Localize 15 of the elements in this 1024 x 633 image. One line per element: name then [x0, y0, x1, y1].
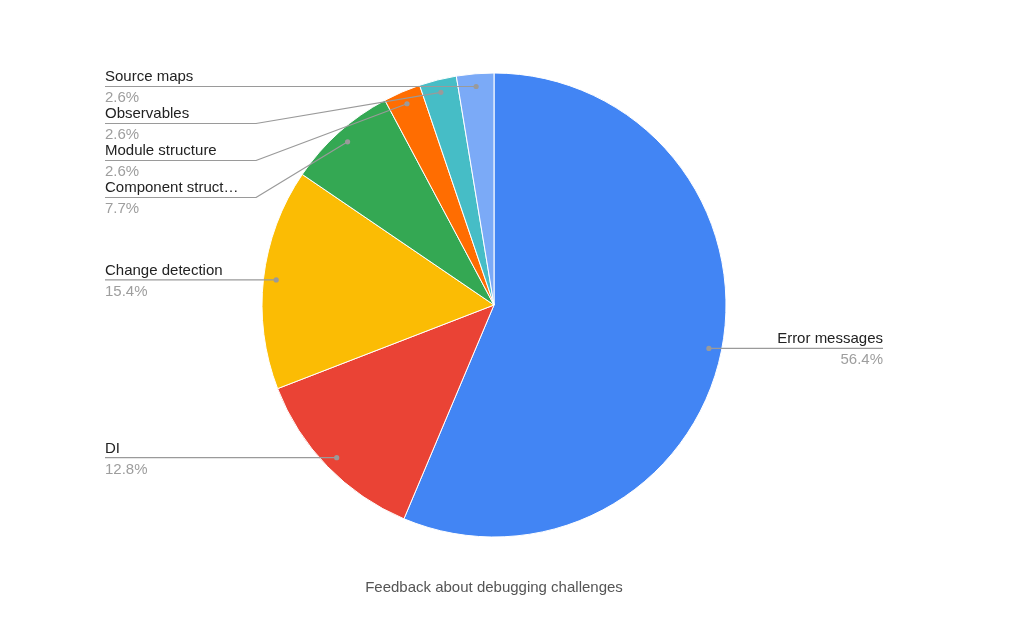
- slice-label: Source maps: [105, 67, 194, 85]
- data-label: 2.6%: [105, 162, 140, 180]
- slice-label: Observables: [105, 104, 190, 122]
- slice-label: Error messages: [777, 329, 883, 347]
- slice-label: Change detection: [105, 260, 223, 278]
- data-label: 15.4%: [105, 281, 148, 299]
- data-label: 2.6%: [105, 88, 140, 106]
- data-label: 56.4%: [840, 350, 883, 368]
- slice-label: Component struct…: [105, 178, 239, 196]
- slice-label: Module structure: [105, 141, 217, 159]
- data-label: 12.8%: [105, 459, 148, 477]
- slice-label: DI: [105, 438, 120, 456]
- data-label: 7.7%: [105, 199, 140, 217]
- data-label: 2.6%: [105, 125, 140, 143]
- text: Feedback about debugging challenges: [364, 578, 624, 595]
